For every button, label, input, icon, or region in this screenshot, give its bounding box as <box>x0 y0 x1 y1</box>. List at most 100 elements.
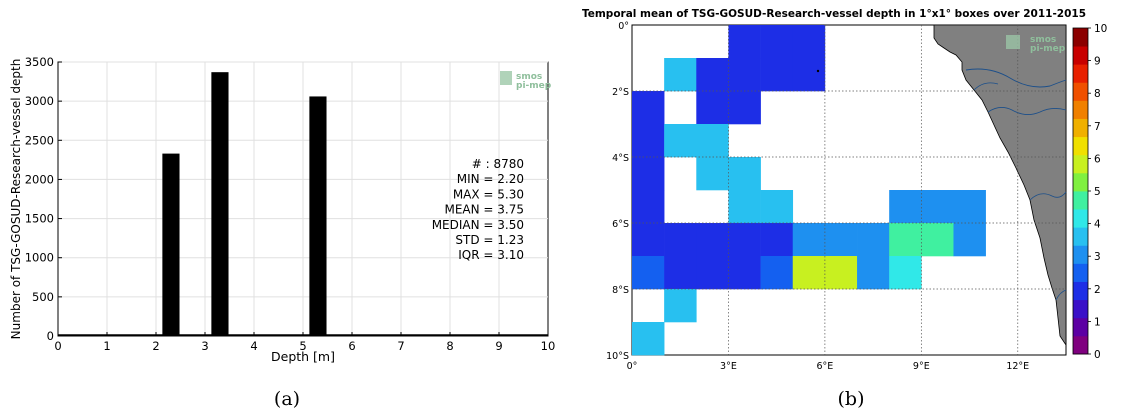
colorbar-segment <box>1073 299 1088 319</box>
map-cell <box>728 157 761 191</box>
map-cell <box>696 124 729 158</box>
histogram-grid <box>58 61 548 336</box>
river <box>1029 191 1067 201</box>
colorbar-tick-label: 5 <box>1094 186 1101 198</box>
river <box>1055 289 1067 301</box>
map-cell <box>696 223 729 257</box>
histogram-y-tick-label: 2500 <box>25 133 54 147</box>
histogram-y-tick-label: 1000 <box>25 251 54 265</box>
river <box>965 68 1067 88</box>
map-cell <box>664 124 697 158</box>
map-cell <box>889 190 922 224</box>
map-cell <box>632 124 665 158</box>
map-cell <box>857 256 890 290</box>
colorbar-tick-label: 0 <box>1094 349 1101 361</box>
histogram-x-tick-label: 7 <box>397 339 404 353</box>
colorbar-tick-label: 2 <box>1094 284 1101 296</box>
histogram-x-tick-label: 3 <box>201 339 208 353</box>
map-cell <box>728 58 761 92</box>
histogram-y-tick-label: 3000 <box>25 94 54 108</box>
histogram-y-tick-label: 3500 <box>25 55 54 69</box>
map-cell <box>889 223 922 257</box>
histogram-stat-line: MAX = 5.30 <box>453 187 524 201</box>
colorbar-segment <box>1073 245 1088 264</box>
map-cell <box>792 256 826 290</box>
histogram-x-tick-label: 4 <box>250 339 257 353</box>
histogram-stat-line: MIN = 2.20 <box>457 172 524 186</box>
map-cell <box>664 58 697 92</box>
histogram-bar <box>162 153 180 336</box>
histogram-y-tick-label: 0 <box>47 329 54 343</box>
map-cell <box>792 58 826 92</box>
colorbar-segment <box>1073 172 1088 192</box>
smos-pi-mep-logo: smos pi-mep <box>500 71 552 91</box>
logo-text-line2: pi-mep <box>516 81 552 91</box>
map-y-tick-label: 8°S <box>612 285 629 296</box>
colorbar <box>1072 27 1089 355</box>
histogram-bars <box>58 72 548 337</box>
map-cell <box>728 256 761 290</box>
map-cell <box>696 157 729 191</box>
histogram-x-axis-label: Depth [m] <box>271 349 335 364</box>
map-cell <box>760 25 794 59</box>
colorbar-segment <box>1073 64 1088 83</box>
caption-b: (b) <box>838 388 865 410</box>
histogram-x-tick-label: 6 <box>348 339 355 353</box>
map-x-tick-label: 9°E <box>913 361 930 372</box>
colorbar-tick-label: 1 <box>1094 316 1101 328</box>
island <box>816 69 820 73</box>
histogram-x-tick-label: 5 <box>299 339 306 353</box>
map-x-ticks: 0° 3°E 6°E 9°E 12°E <box>627 361 1030 372</box>
histogram-y-tick-label: 500 <box>32 290 54 304</box>
map-cell <box>696 91 729 125</box>
colorbar-segment <box>1073 281 1088 301</box>
map-panel: Temporal mean of TSG-GOSUD-Research-vess… <box>582 8 1107 410</box>
colorbar-tick-label: 3 <box>1094 251 1101 263</box>
river <box>987 107 1067 115</box>
histogram-x-tick-label: 0 <box>54 339 61 353</box>
histogram-stat-line: IQR = 3.10 <box>458 248 524 262</box>
map-cell <box>728 25 761 59</box>
logo-text-line1: smos <box>1030 35 1056 45</box>
colorbar-segment <box>1073 227 1088 246</box>
histogram-y-ticks: 0 500 1000 1500 2000 2500 3000 3500 <box>25 55 62 343</box>
histogram-bar <box>309 96 327 337</box>
map-y-tick-label: 2°S <box>612 87 629 98</box>
histogram-x-tick-label: 8 <box>446 339 453 353</box>
map-x-tick-label: 12°E <box>1006 361 1029 372</box>
map-cell <box>792 25 826 59</box>
colorbar-tick-label: 6 <box>1094 153 1101 165</box>
colorbar-segment <box>1073 317 1088 337</box>
map-cell <box>760 190 794 224</box>
colorbar-tick-label: 7 <box>1094 121 1101 133</box>
logo-text-line2: pi-mep <box>1030 44 1066 54</box>
histogram-stat-line: MEAN = 3.75 <box>444 203 524 217</box>
colorbar-segment <box>1073 46 1088 65</box>
land-mass <box>933 24 1067 347</box>
colorbar-tick-label: 8 <box>1094 88 1101 100</box>
histogram-x-tick-label: 9 <box>495 339 502 353</box>
histogram-y-tick-label: 2000 <box>25 172 54 186</box>
colorbar-segment <box>1073 191 1088 210</box>
colorbar-segment <box>1073 209 1088 228</box>
histogram-x-tick-label: 10 <box>541 339 556 353</box>
map-x-tick-label: 0° <box>627 361 638 372</box>
map-cell <box>632 322 665 356</box>
map-cell <box>824 256 858 290</box>
map-grid <box>632 25 1066 355</box>
colorbar-tick-label: 10 <box>1094 23 1107 35</box>
map-cell <box>664 223 697 257</box>
map-cell <box>953 223 986 257</box>
map-cell <box>696 58 729 92</box>
map-y-ticks: 0° 2°S 4°S 6°S 8°S 10°S <box>606 21 629 362</box>
caption-a: (a) <box>274 388 300 410</box>
map-cell <box>632 223 665 257</box>
histogram-y-axis-label: Number of TSG-GOSUD-Research-vessel dept… <box>9 59 23 340</box>
colorbar-segment <box>1073 100 1088 119</box>
colorbar-segment <box>1073 335 1088 355</box>
colorbar-segment <box>1073 154 1088 174</box>
histogram-stat-line: # : 8780 <box>472 157 524 171</box>
map-x-tick-label: 3°E <box>720 361 737 372</box>
